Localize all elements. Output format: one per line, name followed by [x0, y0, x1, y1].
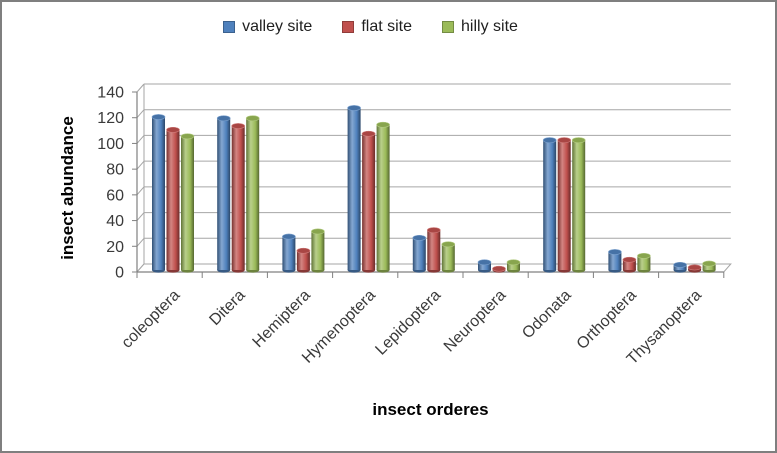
- legend-swatch-icon: [342, 21, 355, 33]
- bar-valley-site-Hymenoptera: [347, 105, 361, 273]
- y-tick-label: 120: [97, 110, 124, 127]
- category-label: Ditera: [206, 287, 248, 329]
- y-tick-label: 20: [106, 239, 124, 256]
- bar-valley-site-coleoptera: [151, 114, 166, 273]
- y-tick-label: 80: [106, 162, 124, 179]
- bar-valley-site-Thysanoptera: [673, 261, 687, 273]
- bar-flat-site-Hymenoptera: [361, 130, 376, 273]
- bar-hilly-site-Hemiptera: [311, 228, 325, 273]
- category-label: coleoptera: [119, 287, 184, 352]
- gridline-depth-stub: [136, 135, 145, 144]
- bar-valley-site-Hemiptera: [282, 233, 296, 273]
- legend-label: hilly site: [461, 18, 518, 35]
- legend-item-valley-site: valley site: [223, 18, 312, 36]
- gridline-depth-stub: [136, 186, 145, 196]
- legend-label: valley site: [242, 18, 313, 35]
- y-tick-label: 60: [106, 187, 124, 204]
- bar-flat-site-Orthoptera: [622, 256, 637, 273]
- gridline-depth-stub: [136, 160, 145, 170]
- bar-flat-site-Lepidoptera: [426, 227, 441, 273]
- gridline-depth-stub: [136, 109, 145, 119]
- category-label: Orthoptera: [574, 287, 640, 353]
- category-label: Odonata: [519, 287, 574, 342]
- legend-item-flat-site: flat site: [342, 18, 412, 36]
- category-label: Neuroptera: [441, 287, 510, 356]
- category-label: Hemiptera: [250, 287, 314, 351]
- legend: valley site flat site hilly site: [2, 18, 757, 36]
- gridline-depth-stub: [136, 237, 145, 247]
- bar-flat-site-Ditera: [231, 123, 245, 273]
- bar-hilly-site-Thysanoptera: [702, 260, 716, 273]
- bar-hilly-site-Ditera: [245, 115, 260, 273]
- y-axis-title: insect abundance: [58, 116, 77, 260]
- bar-hilly-site-Lepidoptera: [441, 241, 456, 273]
- bar-valley-site-Odonata: [542, 137, 557, 273]
- bar-flat-site-coleoptera: [166, 126, 180, 273]
- bar-flat-site-Odonata: [557, 137, 572, 273]
- bar-hilly-site-Odonata: [571, 137, 586, 273]
- y-tick-label: 0: [115, 265, 124, 282]
- gridline-depth-stub: [136, 212, 145, 221]
- bar-flat-site-Neuroptera: [492, 265, 506, 273]
- bar-hilly-site-Orthoptera: [637, 252, 651, 273]
- y-tick-label: 40: [106, 213, 124, 230]
- bar-hilly-site-Neuroptera: [506, 259, 521, 273]
- legend-swatch-icon: [442, 21, 455, 33]
- bar-valley-site-Lepidoptera: [412, 234, 427, 273]
- bar-flat-site-Thysanoptera: [687, 264, 702, 273]
- bar-valley-site-Neuroptera: [477, 259, 492, 273]
- bar-valley-site-Orthoptera: [608, 249, 622, 273]
- bar-hilly-site-coleoptera: [180, 133, 195, 273]
- bar-hilly-site-Hymenoptera: [376, 121, 390, 273]
- category-label: Lepidoptera: [372, 287, 444, 359]
- x-axis-title: insect orderes: [372, 400, 489, 419]
- y-tick-label: 140: [97, 85, 124, 102]
- legend-swatch-icon: [223, 21, 236, 33]
- y-tick-label: 100: [97, 136, 124, 153]
- legend-label: flat site: [361, 18, 413, 35]
- bar-flat-site-Hemiptera: [296, 247, 311, 273]
- bar-valley-site-Ditera: [216, 115, 231, 273]
- gridline-depth-stub: [136, 83, 145, 93]
- legend-item-hilly-site: hilly site: [442, 18, 518, 36]
